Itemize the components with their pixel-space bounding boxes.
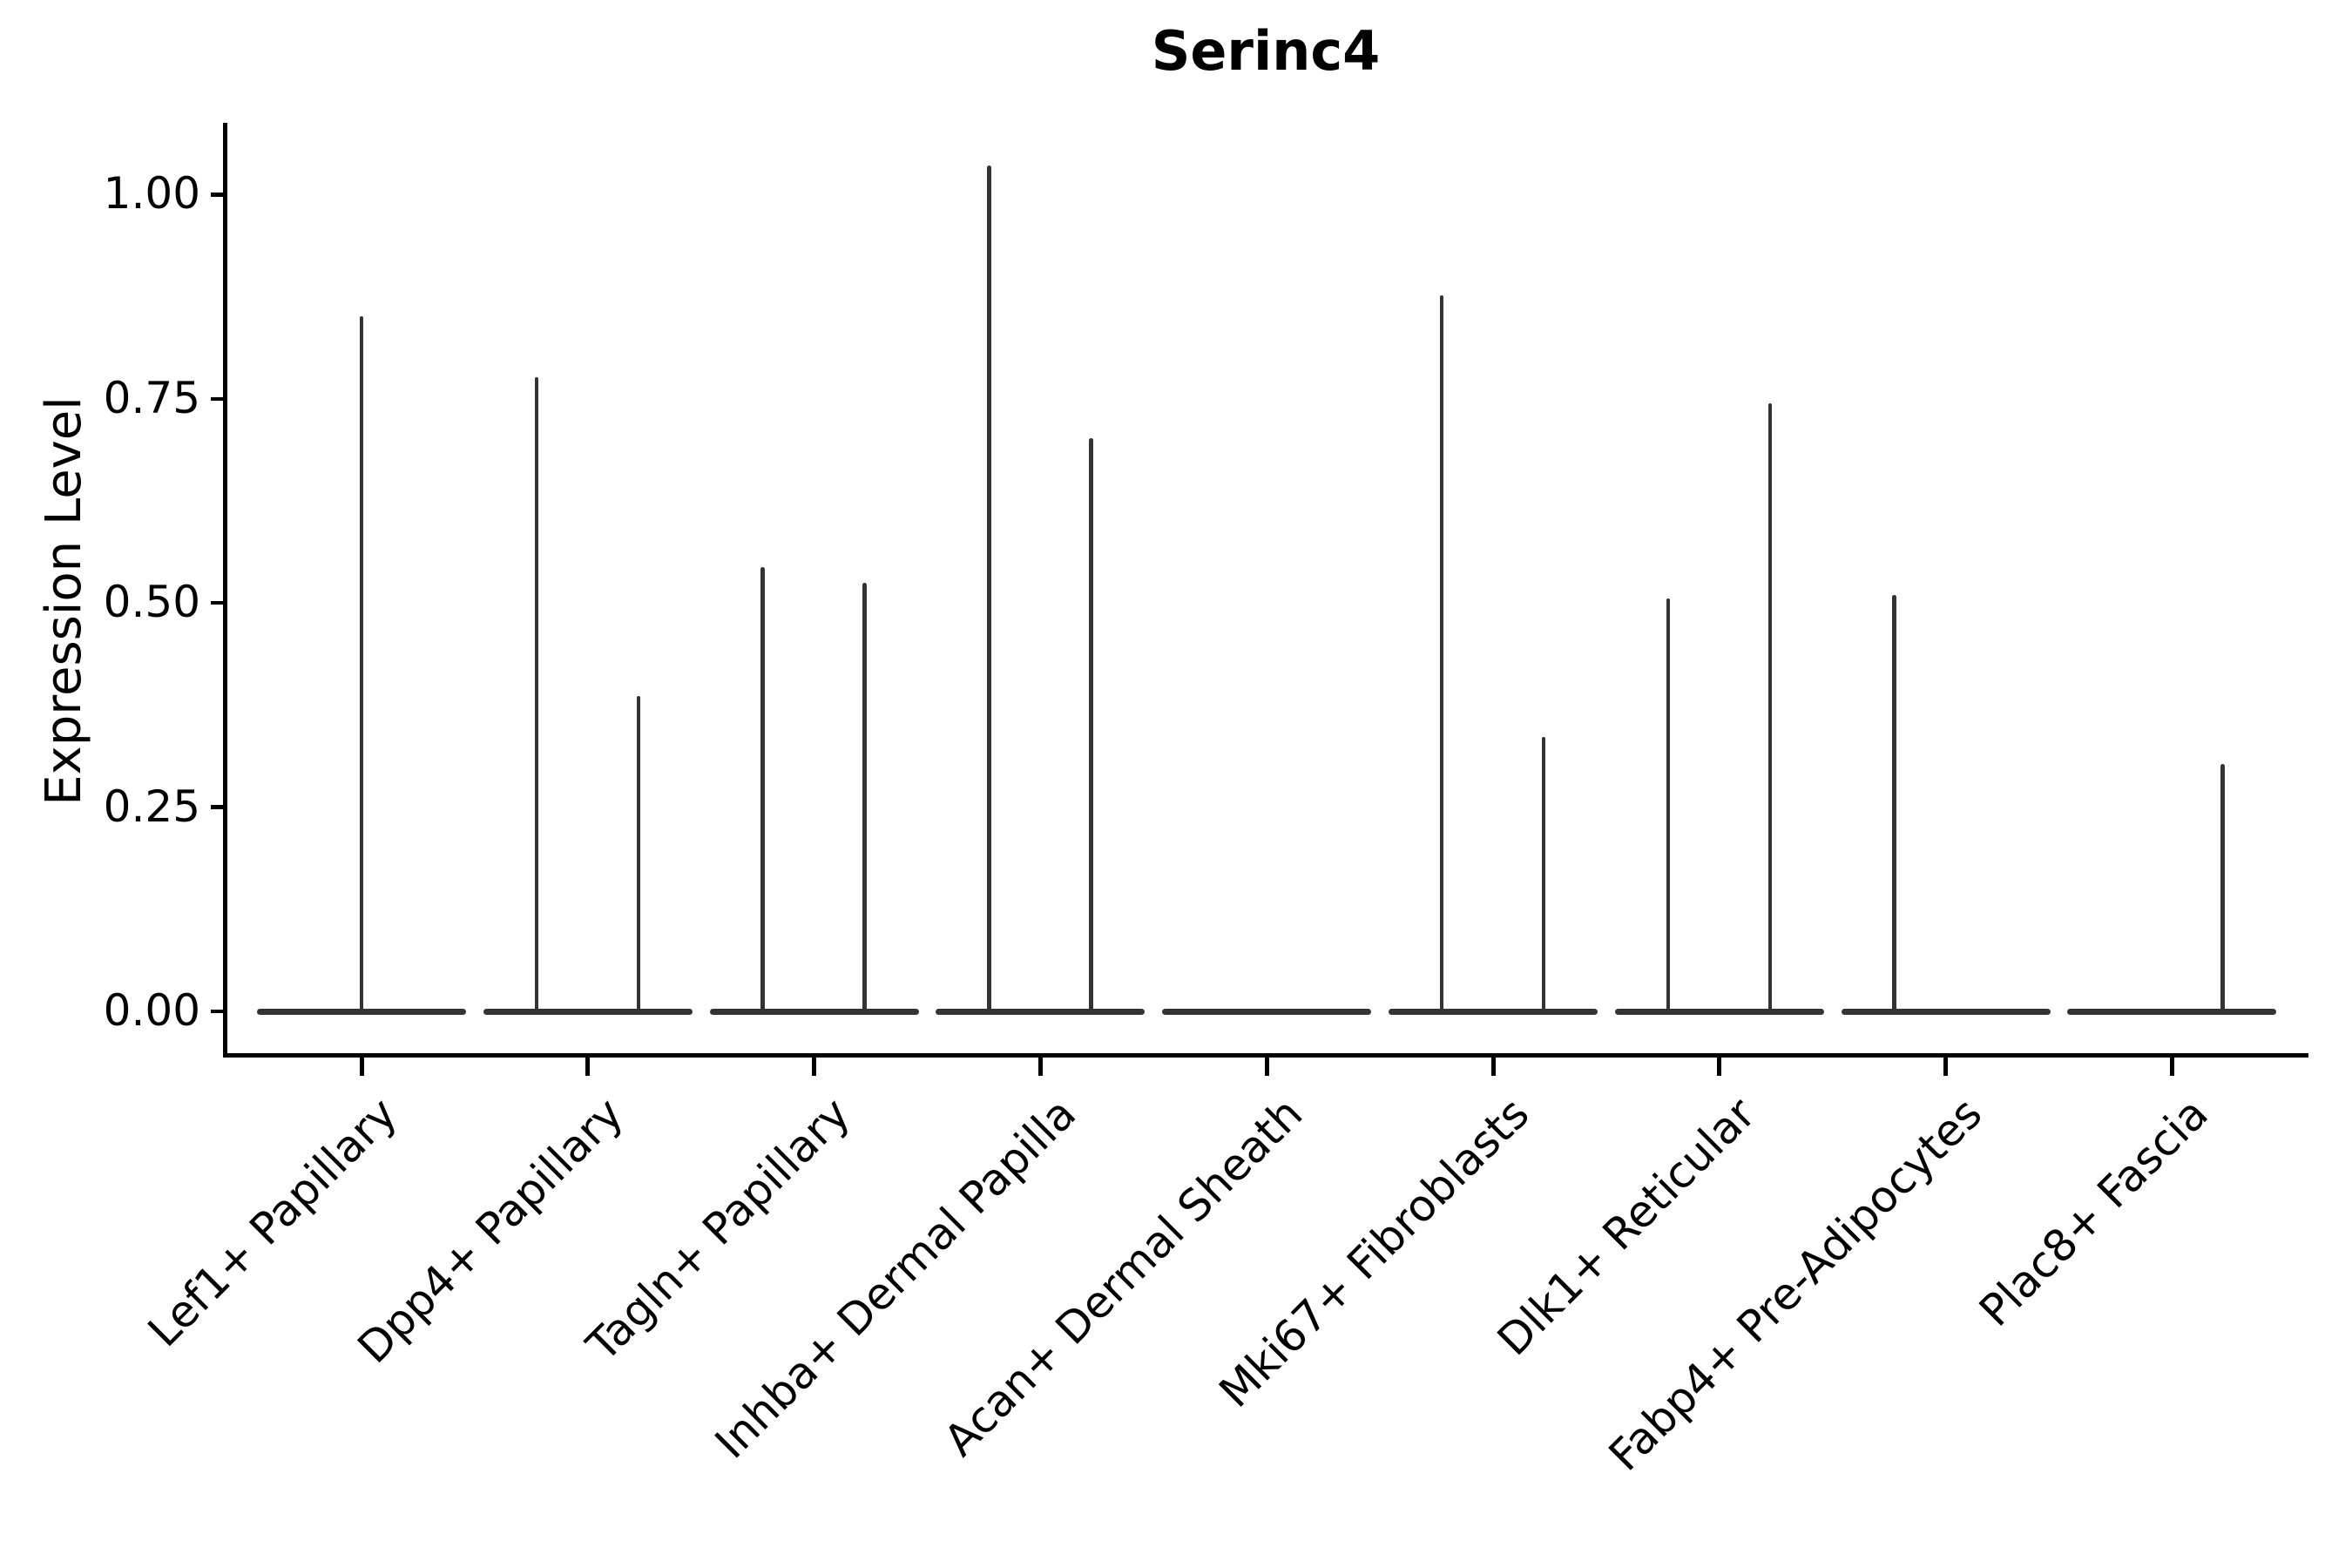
violin-zero-line [1162, 1008, 1372, 1015]
violin-spike [359, 316, 364, 1014]
violin-zero-line [1614, 1008, 1824, 1015]
y-tick-mark [211, 396, 225, 402]
y-tick-label: 1.00 [103, 168, 200, 220]
x-tick-mark [1264, 1053, 1269, 1076]
y-tick-label: 0.00 [103, 985, 200, 1036]
violin-zero-line [2067, 1008, 2277, 1015]
violin-spike [534, 377, 539, 1014]
x-tick-label: Lef1+ Papillary [139, 1088, 408, 1357]
violin-spike [862, 582, 867, 1014]
violin-spike [1892, 594, 1896, 1014]
violin-spike [1439, 294, 1444, 1014]
x-tick-mark [359, 1053, 364, 1076]
x-tick-label: Plac8+ Fascia [1969, 1088, 2218, 1336]
y-tick-mark [211, 1009, 225, 1014]
y-tick-mark [211, 805, 225, 809]
x-tick-mark [1943, 1053, 1949, 1076]
x-tick-label: Fabp4+ Pre-Adipocytes [1598, 1088, 1991, 1481]
x-tick-mark [2169, 1053, 2174, 1076]
y-axis-spine [223, 123, 227, 1058]
y-tick-mark [211, 193, 225, 197]
violin-spike [1541, 736, 1546, 1014]
y-tick-label: 0.50 [103, 577, 200, 628]
y-tick-label: 0.75 [103, 372, 200, 423]
chart-title: Serinc4 [1151, 19, 1381, 83]
violin-spike [760, 566, 765, 1014]
x-tick-mark [1717, 1053, 1722, 1076]
y-tick-mark [211, 600, 225, 605]
x-tick-mark [1037, 1053, 1043, 1076]
violin-zero-line [936, 1008, 1146, 1015]
x-tick-mark [1490, 1053, 1496, 1076]
violin-spike [1666, 598, 1671, 1014]
violin-zero-line [1389, 1008, 1598, 1015]
y-tick-label: 0.25 [103, 781, 200, 832]
violin-zero-line [709, 1008, 919, 1015]
violin-zero-line [483, 1008, 693, 1015]
violin-spike [1089, 437, 1093, 1014]
violin-spike [636, 696, 641, 1014]
violin-zero-line [1841, 1008, 2051, 1015]
violin-spike [2220, 763, 2225, 1014]
x-tick-mark [812, 1053, 817, 1076]
violin-spike [1767, 403, 1773, 1014]
violin-spike [987, 165, 991, 1014]
x-tick-mark [585, 1053, 591, 1076]
